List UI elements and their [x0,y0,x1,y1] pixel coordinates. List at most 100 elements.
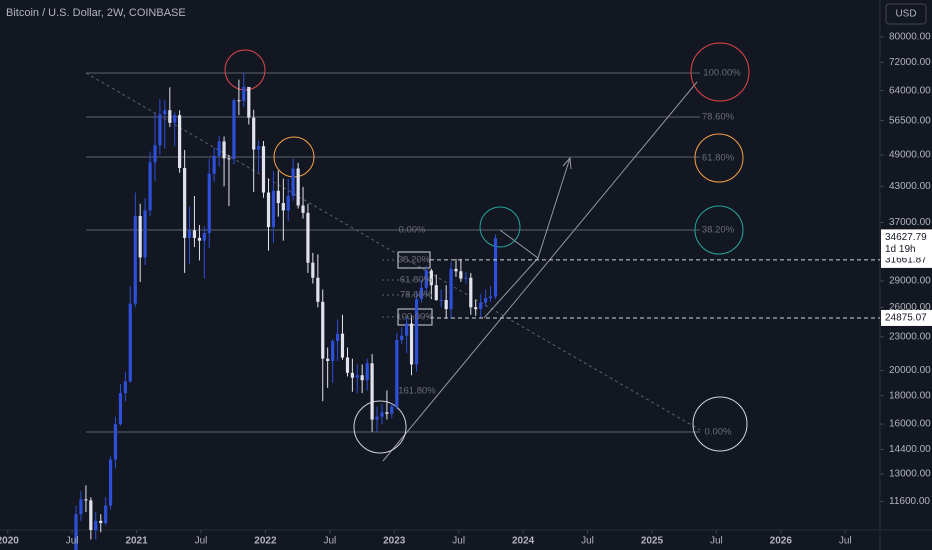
price-level-box [881,309,932,326]
y-tick-label: 72000.00 [889,57,931,68]
candle-body [197,237,202,241]
candle-body [261,146,266,193]
candle-body [469,277,473,308]
candle-body [370,363,374,420]
candle-body [459,271,463,279]
fib-label: 100.00% [703,68,741,79]
candle-body [217,141,221,156]
y-tick-label: 64000.00 [889,85,931,96]
y-tick-label: 20000.00 [889,365,931,376]
arrow-head [562,156,572,170]
candle-body [84,499,88,501]
candle-body [301,205,305,213]
candle-body [187,230,192,238]
y-tick-label: 11600.00 [889,496,930,507]
candle-body [281,203,285,211]
candle-body [237,100,241,102]
candle-body [326,358,330,361]
fib-label: 38.20% [702,225,735,236]
candle-body [276,190,280,204]
candle-body [444,300,448,310]
candle-body [479,302,483,310]
candle-body [183,167,187,238]
candle-body [306,212,310,263]
candle-body [439,300,443,302]
last-price-box [881,229,932,258]
candle-body [331,341,335,361]
candle-body [380,412,384,417]
fib-label: 0.00% [705,427,732,438]
candle-body [449,268,453,310]
candle-body [163,110,167,115]
x-tick-label: 2025 [641,536,664,547]
fib-label: 38.20% [398,255,431,266]
candle-body [143,210,147,258]
candle-body [202,233,206,241]
y-tick-label: 26000.00 [889,302,931,313]
candle-body [232,100,236,159]
x-tick-label: 2022 [254,536,277,547]
candle-body [291,168,295,197]
candle-body [227,158,231,160]
projection-line [499,157,571,259]
candle-body [113,424,118,460]
candle-body [133,216,137,304]
candle-body [266,192,271,228]
candles [74,72,498,550]
y-tick-label: 56500.00 [889,115,931,126]
candle-body [360,375,364,381]
circle-marker [353,400,407,454]
candle-body [390,406,394,414]
candle-body [385,412,389,414]
candle-body [178,115,182,168]
y-tick-label: 18000.00 [889,390,931,401]
candle-body [493,238,498,297]
candle-body [340,333,345,358]
candle-body [222,141,226,159]
candle-body [79,499,83,515]
candle-body [474,307,478,310]
candle-body [429,270,433,286]
price-level-label: 31661.87 [885,255,927,266]
candle-body [419,287,424,300]
candle-body [94,520,98,530]
fib-label: 78.60% [400,290,433,301]
y-tick-label: 43000.00 [889,181,931,192]
fib-label: 161.80% [398,386,436,397]
last-price-label: 34627.79 [885,232,927,243]
candle-body [192,230,197,238]
currency-button[interactable] [885,3,927,25]
circle-marker [690,42,750,102]
x-tick-label: Jul [581,536,594,547]
candle-body [123,381,127,394]
fib-label: 78.60% [702,112,735,123]
circle-marker [694,133,744,183]
currency-label[interactable]: USD [895,9,916,20]
candle-body [89,500,93,530]
candle-body [118,393,123,425]
y-tick-label: 14400.00 [889,444,931,455]
x-tick-label: Jul [323,536,336,547]
candle-body [296,168,300,206]
candle-body [99,520,103,524]
candle-body [271,190,276,228]
chart-title: Bitcoin / U.S. Dollar, 2W, COINBASE [6,7,186,19]
candle-body [286,196,290,211]
price-level-label: 24875.07 [885,313,927,324]
x-tick-label: 2020 [0,536,19,547]
candle-body [128,303,132,382]
y-tick-label: 23000.00 [889,331,931,342]
circle-marker [692,396,748,452]
candle-body [424,270,428,288]
trend-line [85,72,701,431]
candle-body [484,298,488,303]
candle-body [454,268,458,272]
candle-body [212,155,216,174]
x-tick-label: Jul [710,536,723,547]
candle-body [355,375,359,378]
candle-body [400,335,404,340]
y-tick-label: 49000.00 [889,150,931,161]
x-tick-label: Jul [195,536,208,547]
candle-body [488,296,493,299]
y-tick-label: 80000.00 [889,32,931,43]
